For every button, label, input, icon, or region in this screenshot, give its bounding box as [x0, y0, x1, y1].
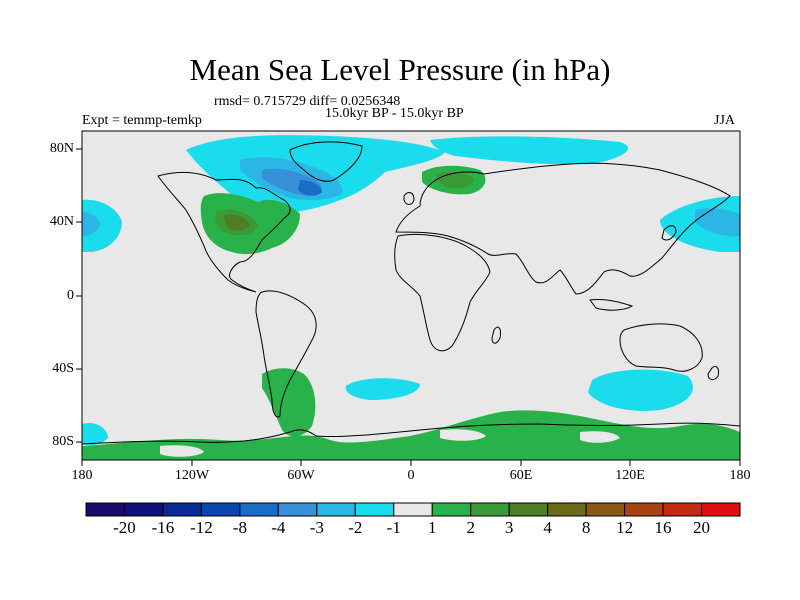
- colorbar-swatch: [508, 502, 549, 517]
- colorbar-label: -4: [271, 518, 286, 537]
- colorbar-swatch: [85, 502, 125, 517]
- contour-southwest-pacific-negative: [82, 422, 108, 446]
- contour-scandinavia-positive-3: [436, 171, 474, 189]
- contour-greenland-negative-4: [298, 180, 322, 196]
- period-label: 15.0kyr BP - 15.0kyr BP: [325, 106, 464, 121]
- coast-newzealand: [707, 365, 719, 381]
- colorbar-label: 16: [654, 518, 672, 537]
- coast-madagascar: [491, 326, 501, 344]
- map-title: Mean Sea Level Pressure (in hPa): [189, 52, 611, 87]
- colorbar-label: -2: [348, 518, 363, 537]
- colorbar-swatch: [547, 502, 587, 517]
- coast-north-america: [157, 172, 291, 293]
- coast-south-america: [255, 290, 317, 418]
- colorbar-swatch: [162, 502, 202, 517]
- lon-tick-label: 60W: [287, 468, 315, 483]
- coast-greenland: [289, 141, 363, 182]
- colorbar-swatch: [470, 502, 510, 517]
- colorbar-label: -8: [232, 518, 247, 537]
- colorbar-swatch: [354, 502, 395, 517]
- coast-britain: [403, 192, 415, 205]
- lon-tick-label: 60E: [509, 468, 533, 483]
- lon-tick-label: 0: [407, 468, 415, 483]
- colorbar-label: 20: [693, 518, 711, 537]
- colorbar-label: 2: [466, 518, 475, 537]
- lat-tick-label: 40S: [52, 361, 74, 376]
- colorbar: [85, 502, 741, 517]
- colorbar-label: -20: [113, 518, 136, 537]
- colorbar-swatch: [431, 502, 472, 517]
- colorbar-label: 4: [543, 518, 552, 537]
- contour-south-atlantic-negative: [345, 378, 420, 400]
- colorbar-swatch: [277, 502, 318, 517]
- experiment-label: Expt = temmp-temkp: [82, 113, 202, 128]
- colorbar-label: -3: [309, 518, 324, 537]
- colorbar-label: -12: [190, 518, 213, 537]
- lon-tick-label: 180: [71, 468, 93, 483]
- contour-south-indian-negative: [588, 369, 693, 411]
- colorbar-swatch: [624, 502, 664, 517]
- contour-pacific-w-negative-2: [82, 212, 100, 236]
- colorbar-label: 12: [616, 518, 634, 537]
- colorbar-label: 3: [504, 518, 514, 537]
- axis-ticks: [76, 148, 741, 466]
- colorbar-swatch: [585, 502, 626, 517]
- contour-antarctica-gap-2: [440, 429, 486, 441]
- colorbar-swatch: [701, 502, 741, 517]
- season-label: JJA: [714, 113, 736, 128]
- lat-tick-label: 40N: [49, 214, 74, 229]
- colorbar-swatch: [123, 502, 164, 517]
- contour-south-america-positive: [262, 368, 316, 437]
- colorbar-swatch: [393, 502, 433, 517]
- lat-tick-label: 0: [67, 288, 74, 303]
- stats-label: rmsd= 0.715729 diff= 0.0256348: [214, 94, 401, 109]
- lon-tick-label: 180: [729, 468, 751, 483]
- coast-indonesia: [589, 299, 634, 311]
- coastlines: [82, 141, 740, 445]
- coast-africa: [394, 233, 491, 352]
- colorbar-label: 8: [581, 518, 591, 537]
- coast-japan: [661, 225, 677, 241]
- contour-west-pacific-negative: [82, 199, 122, 252]
- colorbar-label: -16: [151, 518, 175, 537]
- lon-tick-label: 120W: [174, 468, 210, 483]
- contour-pacific-negative-2: [695, 208, 740, 237]
- lat-tick-label: 80S: [52, 434, 74, 449]
- lat-tick-label: 80N: [49, 141, 74, 156]
- colorbar-swatch: [662, 502, 703, 517]
- colorbar-label: 1: [427, 518, 437, 537]
- colorbar-label: -1: [386, 518, 401, 537]
- contour-arctic-negative: [430, 136, 629, 165]
- contour-antarctica-positive: [82, 410, 740, 460]
- contour-antarctica-gap-1: [160, 445, 204, 457]
- coast-eurasia: [395, 162, 731, 295]
- contour-fields: [82, 135, 740, 460]
- coast-antarctica: [82, 422, 740, 445]
- contour-antarctica-gap-3: [580, 431, 620, 443]
- colorbar-swatch: [316, 502, 356, 517]
- lon-tick-label: 120E: [615, 468, 645, 483]
- contour-north-america-positive-4: [224, 214, 250, 231]
- colorbar-swatch: [200, 502, 241, 517]
- coast-australia: [619, 323, 703, 372]
- colorbar-swatch: [239, 502, 279, 517]
